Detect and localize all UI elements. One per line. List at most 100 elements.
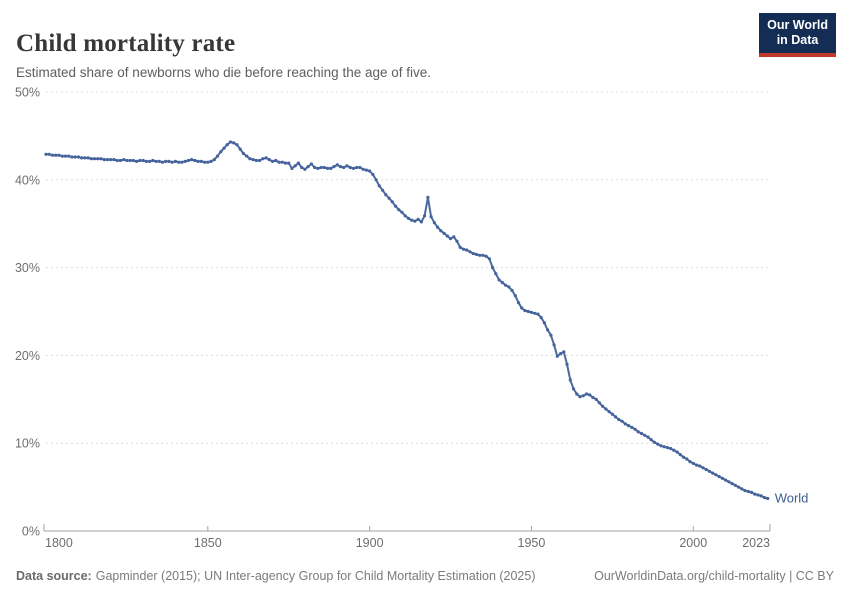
data-point [649,438,653,442]
data-point [555,354,559,358]
data-point [264,156,268,160]
data-source-text: Gapminder (2015); UN Inter-agency Group … [95,569,536,583]
data-point [76,155,80,159]
data-point [630,425,634,429]
data-point [219,150,223,154]
data-point [329,166,333,170]
data-point [636,430,640,434]
data-point [455,239,459,243]
data-point [652,440,657,444]
data-point [529,310,534,314]
data-point [99,157,103,161]
data-point [157,159,161,163]
data-point [125,158,129,163]
data-source-note: Data source: Gapminder (2015); UN Inter-a… [16,569,536,583]
chart-subtitle: Estimated share of newborns who die befo… [16,64,431,80]
data-source-label: Data source: [16,569,92,583]
data-point [756,493,760,497]
data-point [203,160,207,164]
data-point [487,257,491,261]
data-point [60,154,64,158]
data-point [151,158,155,163]
data-point [277,160,281,164]
data-point [118,158,122,163]
data-point [267,158,271,162]
owid-logo[interactable]: Our World in Data [759,13,836,57]
data-point [559,352,563,356]
data-point [196,159,200,163]
data-point [669,446,673,451]
data-point [762,496,767,500]
data-point [54,153,58,157]
data-point [345,164,349,168]
data-point [170,160,174,164]
data-point [109,158,113,162]
data-point [241,151,245,156]
data-point [206,160,210,164]
data-point [316,166,320,170]
data-point [581,394,585,398]
series-world[interactable] [44,140,770,501]
data-point [733,483,737,487]
data-point [397,208,401,212]
data-point [222,146,226,150]
data-point [497,278,501,282]
data-point [283,161,288,165]
owid-citation-link[interactable]: OurWorldinData.org/child-mortality | CC … [594,569,834,583]
x-axis-label: 1800 [45,536,73,550]
data-point [199,159,203,163]
data-point [656,442,660,446]
data-point [303,167,307,171]
data-point [348,165,352,170]
data-point [452,235,456,239]
data-point [122,158,126,162]
data-point [96,157,100,161]
data-point [610,412,615,416]
y-axis-label: 20% [15,349,40,363]
data-point [461,247,466,251]
data-point [448,237,453,241]
data-point [50,153,55,157]
data-point [626,424,631,428]
data-point [102,158,106,162]
data-point [400,210,404,214]
data-point [724,478,728,482]
data-point [426,195,430,199]
data-point [549,333,553,337]
data-point [711,471,715,475]
data-point [374,178,378,182]
world-line[interactable] [45,141,769,500]
data-point [766,496,770,501]
data-point [70,155,74,159]
data-point [287,161,291,165]
data-point [737,485,741,489]
data-point [429,215,433,219]
data-point [377,184,381,188]
entity-label-world[interactable]: World [775,491,809,506]
data-point [141,158,145,163]
data-point [614,415,618,419]
data-point [688,460,692,464]
data-point [209,159,213,163]
data-point [361,167,365,171]
data-point [335,163,339,167]
data-point [720,476,725,480]
x-axis-label: 2023 [742,536,770,550]
data-point [685,457,689,461]
data-point [701,466,705,470]
data-point [144,159,148,163]
data-point [322,165,326,170]
data-point [513,294,517,298]
data-point [591,395,595,400]
data-point [578,395,582,399]
data-point [251,158,255,162]
data-point [280,160,284,164]
data-point [384,193,388,197]
data-point [57,153,61,157]
data-point [620,419,624,423]
data-point [248,157,252,161]
data-point [403,214,407,218]
data-point [351,166,356,170]
data-point [500,280,504,285]
data-point [494,272,498,276]
